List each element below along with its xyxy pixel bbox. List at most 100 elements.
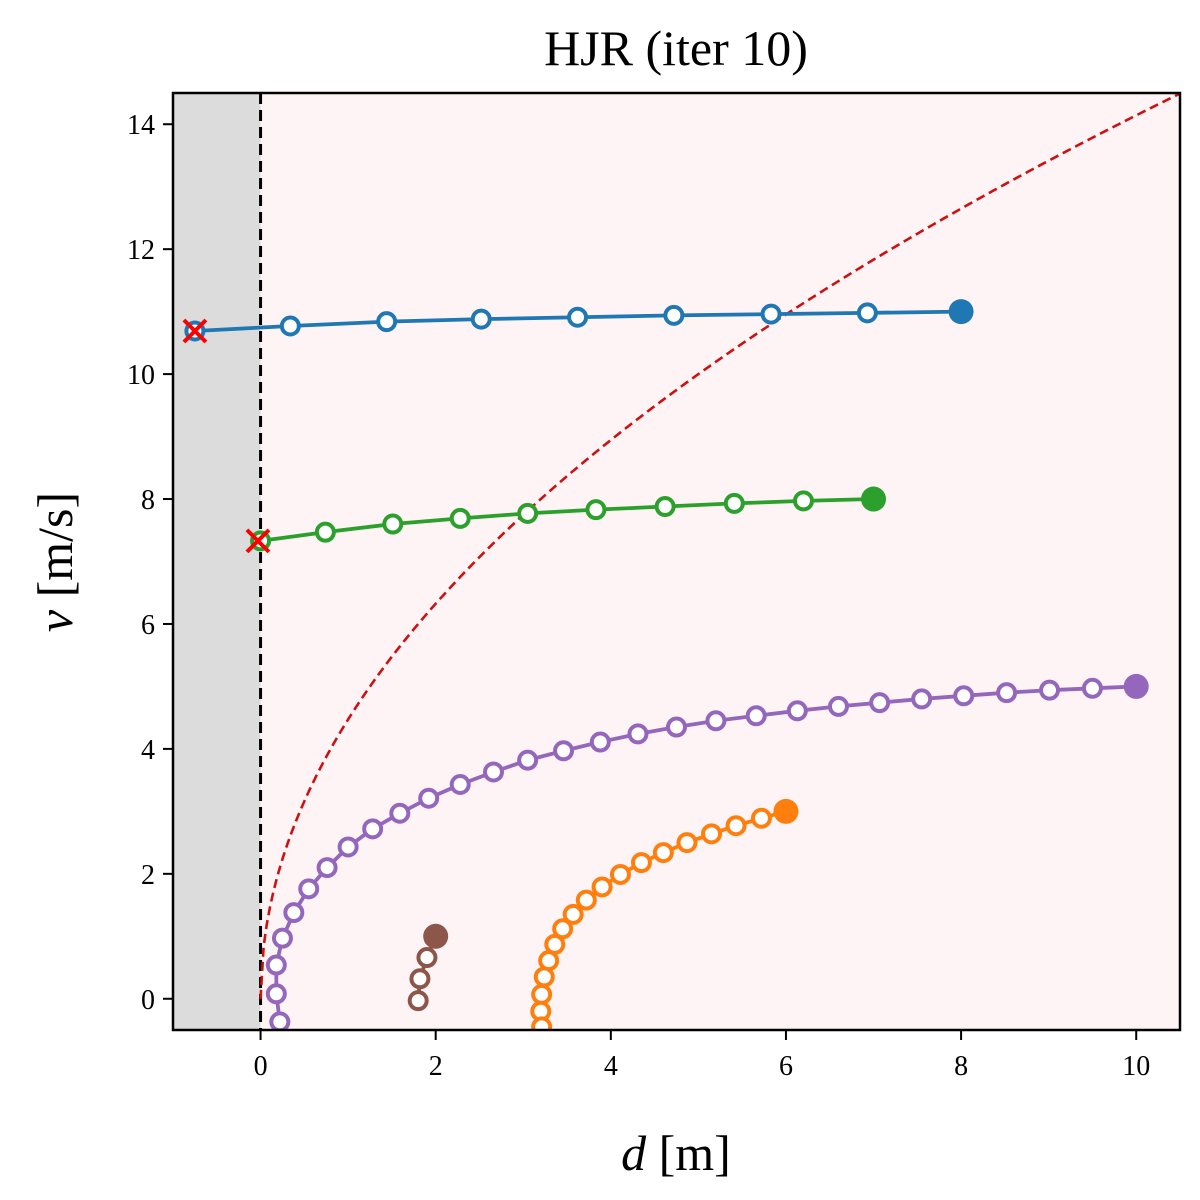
data-point — [562, 903, 584, 925]
data-point — [449, 774, 471, 796]
series-line — [260, 497, 874, 543]
data-point — [663, 304, 685, 326]
safe-region — [173, 93, 1180, 1030]
data-point — [362, 818, 384, 840]
data-point — [279, 315, 301, 337]
x-tick-label: 6 — [779, 1051, 793, 1082]
y-tick-label: 12 — [127, 235, 155, 266]
data-point — [575, 889, 597, 911]
data-point — [283, 902, 305, 924]
data-point — [389, 802, 411, 824]
data-point — [567, 306, 589, 328]
y-tick-label: 8 — [141, 485, 155, 516]
y-tick-label: 0 — [141, 985, 155, 1016]
x-axis-ticks: 0 2 4 6 8 10 — [254, 1030, 1150, 1082]
safe-boundary-layer — [259, 93, 1180, 1030]
series-0 — [184, 299, 974, 342]
y-axis-ticks: 0 2 4 6 8 10 12 14 — [127, 110, 173, 1016]
crash-marker-stroke — [245, 528, 271, 554]
start-point — [948, 299, 974, 325]
data-point — [382, 513, 404, 535]
start-point — [861, 486, 887, 512]
x-tick-label: 8 — [954, 1051, 968, 1082]
y-tick-label: 14 — [127, 110, 155, 141]
data-point — [953, 685, 975, 707]
data-point — [271, 927, 293, 949]
data-point — [517, 502, 539, 524]
data-point — [1081, 677, 1103, 699]
data-point — [609, 863, 631, 885]
data-point — [552, 918, 574, 940]
x-tick-label: 4 — [604, 1051, 618, 1082]
start-point — [423, 923, 449, 949]
plot-background — [173, 93, 1180, 1030]
data-point — [676, 832, 698, 854]
crash-marker — [182, 318, 208, 344]
data-point — [531, 1016, 553, 1030]
data-point — [470, 308, 492, 330]
data-point — [407, 990, 429, 1012]
y-axis-unit: [m/s] — [27, 492, 83, 610]
data-point — [376, 311, 398, 333]
data-point — [760, 303, 782, 325]
data-point — [553, 740, 575, 762]
data-point — [869, 692, 891, 714]
x-axis-symbol: d — [621, 1125, 647, 1181]
data-point — [856, 302, 878, 324]
data-point — [409, 968, 431, 990]
data-point — [701, 823, 723, 845]
data-point — [337, 836, 359, 858]
crash-marker-stroke — [182, 318, 208, 344]
crash-marker — [245, 528, 271, 554]
y-tick-label: 4 — [141, 735, 155, 766]
data-point — [666, 716, 687, 738]
series-1 — [250, 486, 887, 552]
data-point — [591, 876, 613, 898]
data-point — [449, 507, 471, 529]
data-point — [531, 983, 553, 1005]
plot-border — [171, 91, 1182, 1032]
y-axis-label: v [m/s] — [27, 492, 83, 632]
data-point — [827, 695, 849, 717]
data-point — [654, 496, 676, 518]
data-point — [314, 521, 336, 543]
y-tick-label: 10 — [127, 360, 155, 391]
data-point — [418, 787, 440, 809]
crash-marker-layer — [182, 318, 271, 554]
data-point — [517, 749, 539, 771]
series-4 — [407, 923, 449, 1012]
unsafe-region — [173, 93, 261, 1030]
start-point — [773, 798, 799, 824]
data-point — [416, 947, 438, 969]
series-3 — [530, 798, 799, 1030]
y-axis-symbol: v — [27, 609, 83, 632]
x-tick-label: 10 — [1122, 1051, 1150, 1082]
safe-boundary-curve — [259, 93, 1180, 999]
plot-frame — [171, 91, 1182, 1032]
data-point — [705, 710, 727, 732]
data-point — [533, 966, 555, 988]
series-2 — [265, 673, 1149, 1030]
data-point — [630, 852, 652, 874]
data-point — [589, 731, 611, 753]
x-axis-label: d [m] — [621, 1125, 731, 1181]
data-point — [911, 688, 933, 710]
data-point — [750, 807, 772, 829]
data-point — [269, 1011, 291, 1030]
data-point — [652, 842, 674, 864]
x-tick-label: 0 — [254, 1051, 268, 1082]
y-tick-label: 2 — [141, 860, 155, 891]
x-tick-label: 2 — [429, 1051, 443, 1082]
data-point — [265, 983, 287, 1005]
data-point — [265, 954, 287, 976]
data-point — [786, 700, 808, 722]
data-point — [316, 857, 338, 879]
data-point — [996, 682, 1018, 704]
data-point — [745, 705, 767, 727]
chart-title: HJR (iter 10) — [544, 20, 808, 76]
y-tick-label: 6 — [141, 610, 155, 641]
data-point — [723, 492, 745, 514]
data-point — [792, 490, 814, 512]
data-point — [298, 878, 320, 900]
